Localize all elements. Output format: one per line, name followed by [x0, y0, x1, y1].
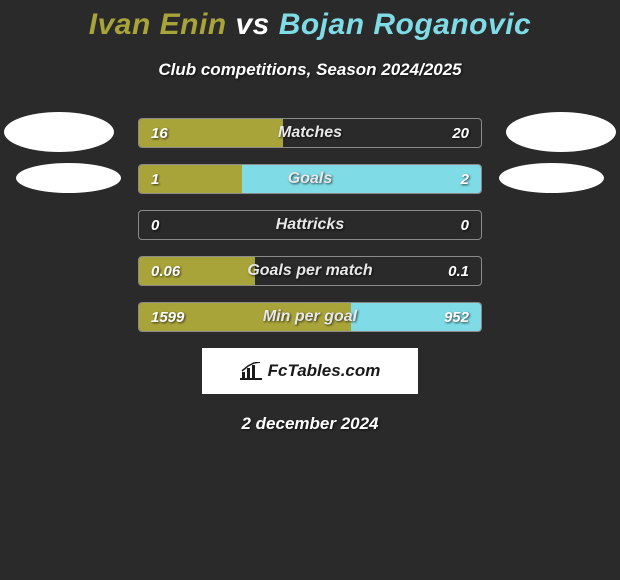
stat-row: 0.060.1Goals per match	[0, 256, 620, 286]
stats-chart: 1620Matches12Goals00Hattricks0.060.1Goal…	[0, 118, 620, 332]
player2-value: 20	[440, 119, 481, 147]
stat-label: Hattricks	[139, 211, 481, 239]
stat-bar: 0.060.1Goals per match	[138, 256, 482, 286]
player2-value: 0	[449, 211, 481, 239]
player1-avatar	[4, 112, 114, 152]
stat-row: 12Goals	[0, 164, 620, 194]
player1-value: 1599	[139, 303, 196, 331]
player2-avatar	[499, 163, 604, 193]
player2-value: 2	[449, 165, 481, 193]
chart-icon	[240, 362, 262, 380]
player2-avatar	[506, 112, 616, 152]
attribution-text: FcTables.com	[268, 361, 381, 381]
vs-separator: vs	[235, 8, 269, 41]
date-text: 2 december 2024	[0, 414, 620, 434]
player1-name: Ivan Enin	[89, 8, 227, 41]
subtitle: Club competitions, Season 2024/2025	[0, 60, 620, 80]
page-title: Ivan Enin vs Bojan Roganovic	[0, 8, 620, 42]
stat-row: 1599952Min per goal	[0, 302, 620, 332]
stat-row: 1620Matches	[0, 118, 620, 148]
player1-value: 16	[139, 119, 180, 147]
player1-value: 0	[139, 211, 171, 239]
stat-bar: 1620Matches	[138, 118, 482, 148]
stat-bar: 0 0Hattricks	[138, 210, 482, 240]
player1-avatar	[16, 163, 121, 193]
player2-value: 0.1	[436, 257, 481, 285]
player1-value: 0.06	[139, 257, 192, 285]
stat-bar: 1599952Min per goal	[138, 302, 482, 332]
attribution-badge: FcTables.com	[202, 348, 418, 394]
comparison-infographic: Ivan Enin vs Bojan Roganovic Club compet…	[0, 0, 620, 434]
player2-name: Bojan Roganovic	[279, 8, 532, 41]
player2-bar-fill	[242, 165, 481, 193]
player1-value: 1	[139, 165, 171, 193]
stat-row: 0 0Hattricks	[0, 210, 620, 240]
stat-bar: 12Goals	[138, 164, 482, 194]
player2-value: 952	[432, 303, 481, 331]
